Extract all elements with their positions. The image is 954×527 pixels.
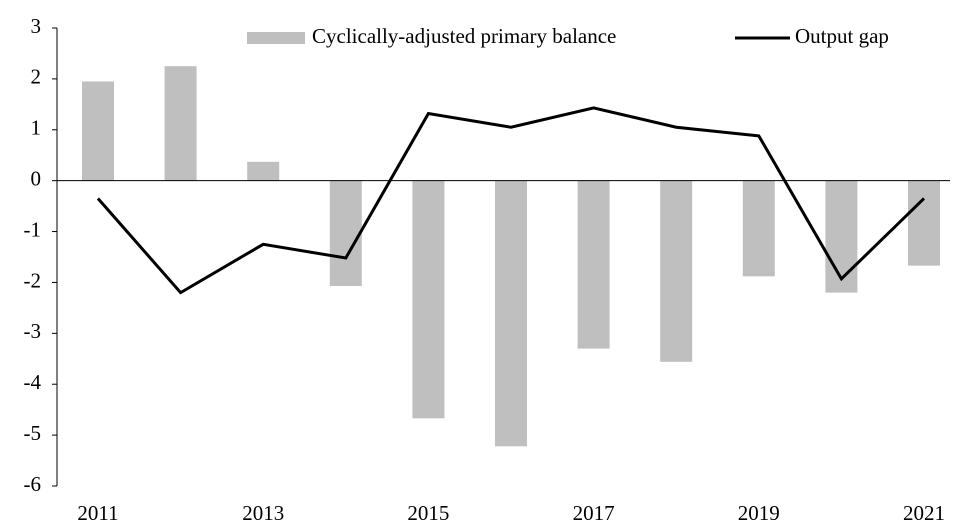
y-tick-label: -1 [24, 217, 42, 241]
bar [164, 66, 197, 181]
legend-label: Cyclically-adjusted primary balance [312, 24, 616, 48]
y-tick-label: -2 [24, 268, 42, 292]
bar [660, 180, 693, 362]
y-tick-label: 0 [31, 166, 42, 190]
y-tick-label: -3 [24, 319, 42, 343]
y-tick-label: -4 [24, 370, 42, 394]
y-tick-label: -5 [24, 421, 42, 445]
x-tick-label: 2017 [573, 501, 615, 525]
bar [825, 180, 858, 293]
bar [577, 180, 610, 349]
y-tick-label: 2 [31, 65, 42, 89]
bar [908, 180, 940, 266]
bar [329, 180, 362, 287]
y-tick-label: -6 [24, 472, 42, 496]
x-tick-label: 2013 [242, 501, 284, 525]
x-tick-label: 2015 [407, 501, 449, 525]
legend-label: Output gap [795, 24, 889, 48]
bar [82, 81, 114, 181]
bar [412, 180, 445, 419]
line [96, 106, 926, 295]
bar [495, 180, 527, 447]
bar [247, 161, 280, 181]
legend-swatch [247, 32, 305, 44]
x-tick-label: 2021 [903, 501, 945, 525]
bar [742, 180, 775, 277]
y-tick-label: 3 [31, 14, 42, 38]
x-tick-label: 2019 [738, 501, 780, 525]
y-tick-label: 1 [31, 116, 42, 140]
x-tick-label: 2011 [77, 501, 118, 525]
